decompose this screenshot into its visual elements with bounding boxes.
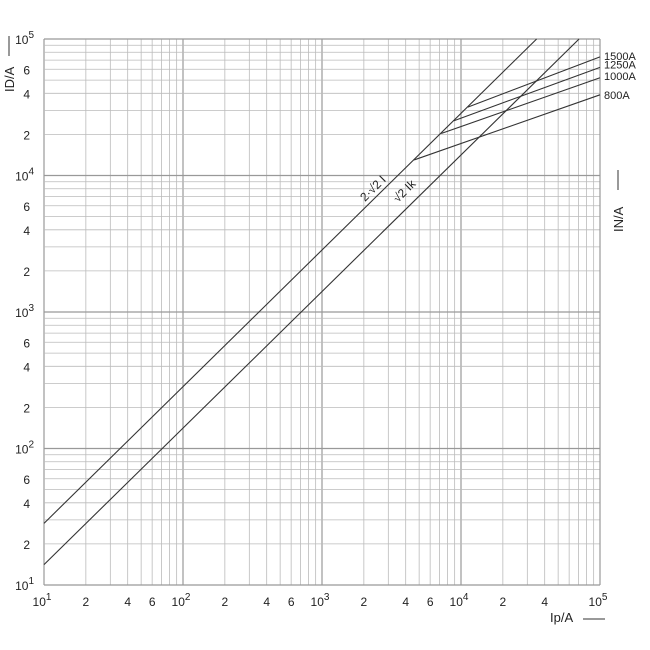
x-tick-label: 102	[172, 592, 191, 609]
x-tick-label: 4	[541, 595, 548, 609]
y-tick-label: 4	[23, 87, 30, 101]
series-label: 800A	[604, 90, 630, 102]
y-tick-label: 102	[15, 440, 34, 457]
y-tick-label: 101	[15, 576, 34, 593]
y-tick-label: 6	[23, 200, 30, 214]
series-line	[43, 38, 580, 566]
y-tick-label: 2	[23, 538, 30, 552]
x-tick-label: 6	[149, 595, 156, 609]
y-tick-label: 104	[15, 167, 34, 184]
y-tick-label: 103	[15, 303, 34, 320]
x-tick-label: 4	[124, 595, 131, 609]
x-tick-label: 2	[221, 595, 228, 609]
x-tick-label: 2	[360, 595, 367, 609]
series-line	[453, 66, 601, 122]
x-tick-label: 103	[311, 592, 330, 609]
x-tick-label: 101	[33, 592, 52, 609]
x-tick-label: 2	[499, 595, 506, 609]
series-label: 1500A	[604, 51, 636, 63]
right-axis-label: IN/A	[611, 206, 626, 232]
y-tick-label: 2	[23, 265, 30, 279]
series-label: 1250A	[604, 59, 636, 71]
x-axis-label: Ip/A	[550, 610, 573, 625]
y-tick-label: 4	[23, 360, 30, 374]
y-tick-label: 6	[23, 63, 30, 77]
y-tick-label: 4	[23, 224, 30, 238]
x-tick-label: 6	[288, 595, 295, 609]
series-line	[440, 77, 601, 135]
y-axis-label: ID/A	[2, 66, 17, 92]
series-label: 1000A	[604, 71, 636, 83]
y-tick-label: 6	[23, 473, 30, 487]
series-line	[43, 38, 538, 524]
x-tick-label: 2	[82, 595, 89, 609]
series-line	[413, 94, 601, 161]
y-tick-label: 2	[23, 128, 30, 142]
x-tick-label: 4	[402, 595, 409, 609]
y-tick-label: 2	[23, 401, 30, 415]
series-line	[467, 56, 601, 108]
x-tick-label: 4	[263, 595, 270, 609]
x-tick-label: 104	[450, 592, 469, 609]
y-tick-label: 4	[23, 497, 30, 511]
x-tick-label: 6	[427, 595, 434, 609]
y-tick-label: 105	[15, 30, 34, 47]
y-tick-label: 6	[23, 336, 30, 350]
x-tick-label: 105	[589, 592, 608, 609]
